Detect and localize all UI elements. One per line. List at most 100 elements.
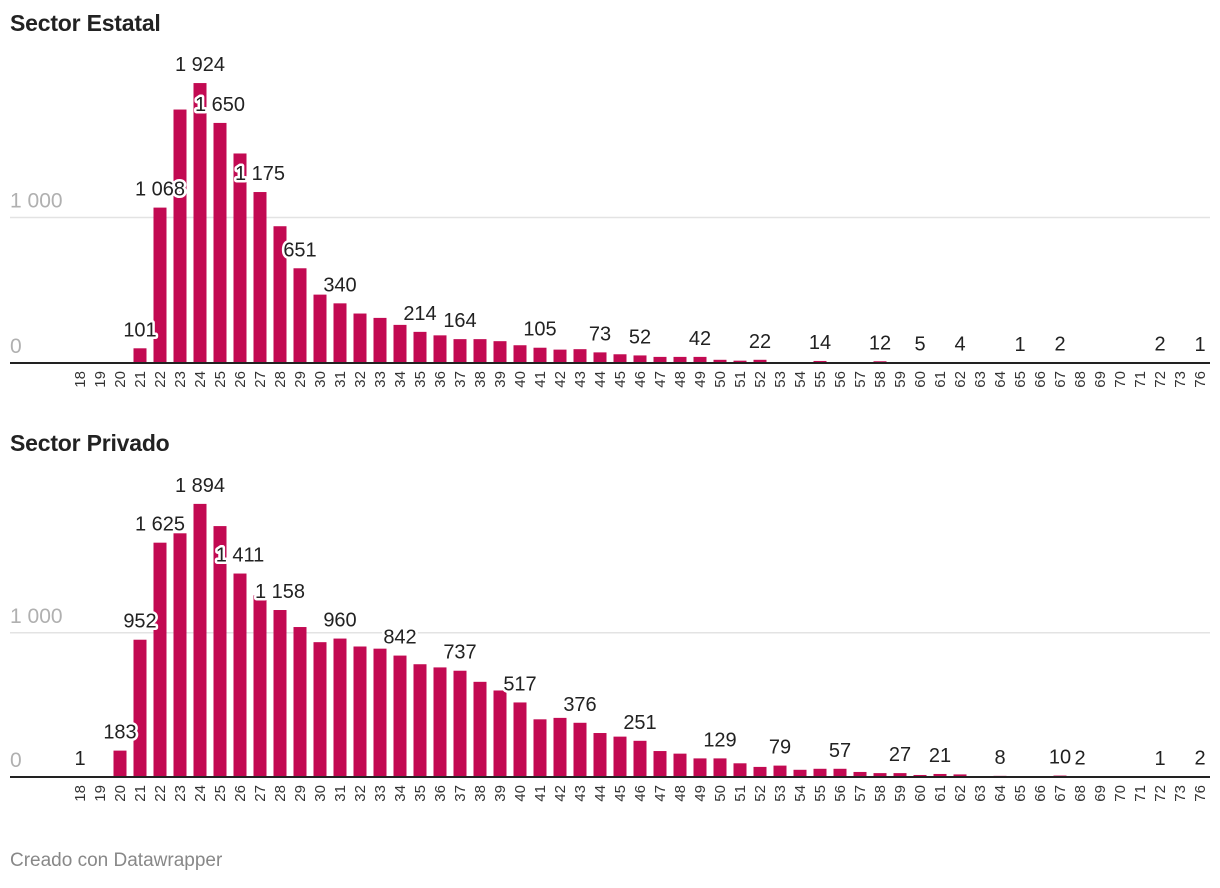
privado-data-label: 376: [563, 694, 596, 716]
privado-data-label: 737: [443, 642, 476, 664]
privado-xtick: 43: [572, 785, 589, 802]
privado-bar: [673, 753, 687, 777]
privado-bar: [393, 655, 407, 777]
estatal-xtick: 66: [1032, 371, 1049, 388]
estatal-bar: [213, 122, 227, 363]
estatal-xtick: 18: [72, 371, 89, 388]
estatal-xtick: 62: [952, 371, 969, 388]
privado-xtick: 54: [792, 785, 809, 802]
estatal-ytick: 1 000: [10, 190, 63, 213]
privado-xtick: 25: [212, 785, 229, 802]
estatal-bar: [493, 341, 507, 363]
estatal-xtick: 45: [612, 371, 629, 388]
estatal-xtick: 43: [572, 371, 589, 388]
privado-xtick: 62: [952, 785, 969, 802]
estatal-bar: [573, 349, 587, 363]
privado-data-label: 842: [383, 627, 416, 649]
privado-xtick: 70: [1112, 785, 1129, 802]
privado-xtick: 24: [192, 785, 209, 802]
privado-xtick: 61: [932, 785, 949, 802]
privado-xtick: 68: [1072, 785, 1089, 802]
estatal-xtick: 64: [992, 371, 1009, 388]
privado-data-label: 1 411: [216, 545, 265, 567]
privado-bar: [613, 736, 627, 777]
estatal-xtick: 38: [472, 371, 489, 388]
chart-title-estatal: Sector Estatal: [10, 10, 161, 36]
estatal-xtick: 46: [632, 371, 649, 388]
estatal-xtick: 47: [652, 371, 669, 388]
estatal-bar: [673, 356, 687, 363]
estatal-xtick: 49: [692, 371, 709, 388]
estatal-bar: [393, 324, 407, 363]
estatal-xtick: 36: [432, 371, 449, 388]
estatal-xtick: 60: [912, 371, 929, 388]
estatal-xtick: 69: [1092, 371, 1109, 388]
privado-xtick: 18: [72, 785, 89, 802]
privado-data-label: 21: [929, 745, 951, 767]
privado-data-label: 1 158: [255, 581, 305, 603]
privado-xtick: 71: [1132, 785, 1149, 802]
estatal-xtick: 61: [932, 371, 949, 388]
estatal-data-label: 1: [1014, 334, 1025, 356]
privado-xtick: 41: [532, 785, 549, 802]
privado-xtick: 57: [852, 785, 869, 802]
estatal-data-label: 1 650: [195, 94, 245, 116]
estatal-xtick: 72: [1152, 371, 1169, 388]
privado-ytick: 0: [10, 749, 22, 772]
estatal-bar: [133, 348, 147, 363]
estatal-xtick: 67: [1052, 371, 1069, 388]
estatal-xtick: 20: [112, 371, 129, 388]
estatal-xtick: 59: [892, 371, 909, 388]
privado-xtick: 29: [292, 785, 309, 802]
privado-xtick: 52: [752, 785, 769, 802]
estatal-data-label: 4: [954, 333, 965, 355]
estatal-data-label: 651: [283, 239, 316, 261]
estatal-xtick: 70: [1112, 371, 1129, 388]
privado-bar: [913, 774, 927, 777]
privado-data-label: 57: [829, 740, 851, 762]
estatal-bar: [713, 359, 727, 363]
estatal-xtick: 21: [132, 371, 149, 388]
estatal-xtick: 24: [192, 371, 209, 388]
privado-xtick: 22: [152, 785, 169, 802]
estatal-xtick: 57: [852, 371, 869, 388]
estatal-bar: [293, 268, 307, 363]
chart-title-privado: Sector Privado: [10, 430, 170, 456]
estatal-bar: [233, 153, 247, 363]
estatal-xtick: 29: [292, 371, 309, 388]
privado-xtick: 60: [912, 785, 929, 802]
privado-bar: [873, 773, 887, 777]
privado-xtick: 50: [712, 785, 729, 802]
estatal-bar: [513, 345, 527, 363]
privado-bar: [253, 595, 267, 777]
privado-data-label: 8: [994, 747, 1005, 769]
estatal-xtick: 28: [272, 371, 289, 388]
privado-bar: [633, 740, 647, 777]
estatal-xtick: 35: [412, 371, 429, 388]
privado-bar: [893, 773, 907, 777]
privado-xtick: 46: [632, 785, 649, 802]
privado-xtick: 38: [472, 785, 489, 802]
estatal-data-label: 1: [1194, 334, 1205, 356]
estatal-bar: [333, 303, 347, 363]
privado-bar: [813, 768, 827, 777]
estatal-xtick: 32: [352, 371, 369, 388]
estatal-xtick: 25: [212, 371, 229, 388]
estatal-data-label: 14: [809, 332, 831, 354]
estatal-bar: [253, 192, 267, 363]
estatal-xtick: 33: [372, 371, 389, 388]
estatal-data-label: 2: [1054, 334, 1065, 356]
estatal-bar: [753, 359, 767, 363]
privado-xtick: 42: [552, 785, 569, 802]
estatal-xtick: 26: [232, 371, 249, 388]
privado-xtick: 55: [812, 785, 829, 802]
privado-xtick: 49: [692, 785, 709, 802]
estatal-bar: [613, 354, 627, 363]
privado-bar: [953, 774, 967, 777]
privado-bar: [793, 769, 807, 777]
estatal-bar: [373, 317, 387, 363]
privado-xtick: 47: [652, 785, 669, 802]
estatal-data-label: 42: [689, 328, 711, 350]
